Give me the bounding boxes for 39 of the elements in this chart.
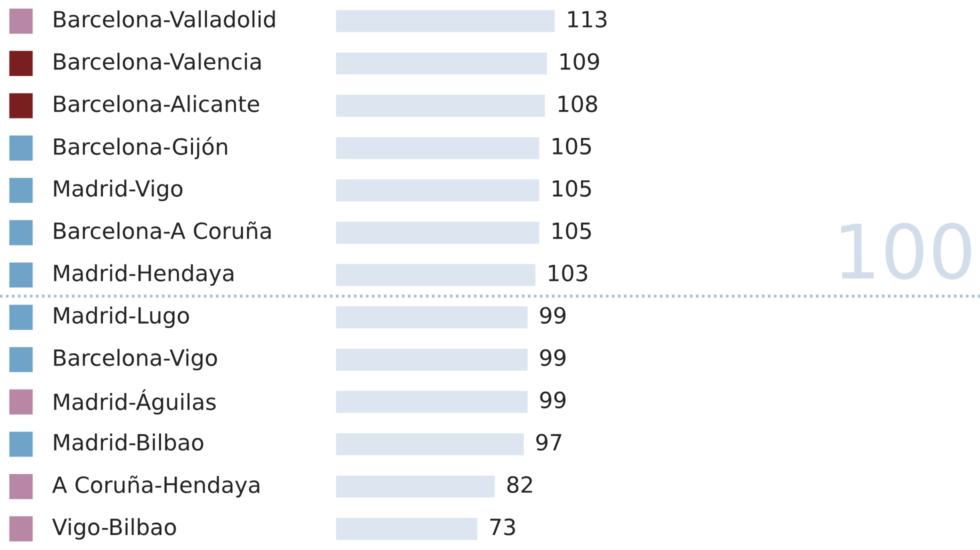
bar	[336, 476, 495, 498]
data-label: 108	[558, 95, 598, 112]
y-tick-label: Barcelona-Valladolid	[54, 10, 275, 28]
bar	[336, 222, 540, 244]
bar	[336, 94, 546, 117]
bar	[336, 348, 528, 371]
data-label: 105	[552, 138, 591, 155]
bar	[336, 52, 548, 74]
y-tick-label: Barcelona-A Coruña	[54, 222, 271, 240]
data-label: 105	[552, 222, 591, 240]
bar	[336, 433, 524, 456]
data-label: 99	[540, 306, 566, 324]
bar	[336, 10, 555, 32]
y-tick-label: Barcelona-Valencia	[54, 52, 261, 70]
y-tick-label: Barcelona-Alicante	[54, 95, 260, 112]
data-label: 113	[568, 10, 606, 28]
data-label: 97	[536, 434, 562, 451]
y-tick-label: Barcelona-Vigo	[54, 348, 217, 370]
y-tick-label: Madrid-Hendaya	[54, 264, 234, 286]
bar	[336, 264, 536, 286]
y-tick-label: A Coruña-Hendaya	[52, 476, 260, 498]
y-tick-label: Madrid-Águilas	[54, 389, 216, 415]
data-label: 109	[560, 53, 599, 70]
bar	[336, 518, 478, 540]
data-label: 99	[540, 392, 566, 408]
data-label: 103	[548, 264, 588, 282]
y-tick-label: Vigo-Bilbao	[52, 518, 176, 540]
y-tick-label: Barcelona-Gijón	[54, 136, 228, 160]
bar	[336, 306, 528, 328]
bar	[336, 179, 540, 202]
bar	[336, 390, 528, 413]
y-tick-label: Madrid-Bilbao	[54, 433, 204, 451]
data-label: 82	[507, 476, 532, 493]
bar	[336, 137, 540, 160]
data-label: 73	[490, 518, 515, 536]
data-label: 105	[552, 180, 591, 197]
y-tick-label: Madrid-Vigo	[54, 180, 182, 202]
y-tick-label: Madrid-Lugo	[54, 306, 189, 328]
data-label: 99	[540, 349, 566, 366]
